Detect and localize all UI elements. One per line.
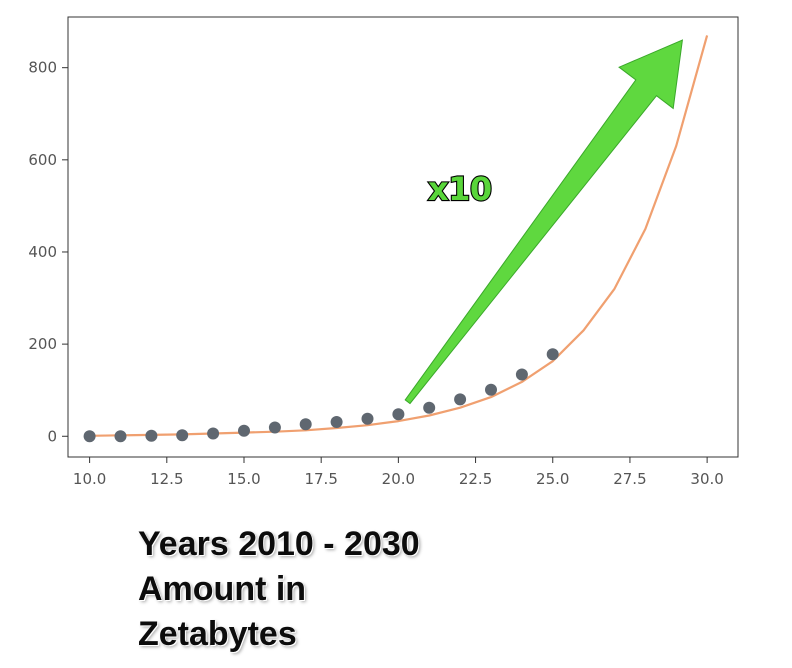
data-point <box>361 412 374 425</box>
series-line <box>89 35 709 437</box>
caption-line: Zetabytes <box>138 615 297 653</box>
chart: 10.0 12.5 15.0 17.5 20.0 22.5 25.0 27.5 30.0 0 20… <box>28 16 739 488</box>
x-tick-label: 17.5 <box>304 470 337 488</box>
data-point <box>546 348 559 361</box>
caption-line: Years 2010 - 2030 <box>138 525 420 563</box>
y-tick-label: 200 <box>28 335 57 353</box>
y-axis: 0 200 400 600 800 <box>28 59 68 445</box>
y-tick-label: 0 <box>47 427 57 445</box>
data-point <box>485 383 497 396</box>
data-point <box>207 427 220 440</box>
x-tick-label: 12.5 <box>150 470 183 488</box>
x-tick-label: 25.0 <box>536 470 569 488</box>
y-tick-label: 400 <box>28 243 57 261</box>
data-point <box>454 393 467 406</box>
data-point <box>515 368 528 381</box>
annotation: x10 <box>404 39 684 405</box>
data-point <box>114 430 127 443</box>
data-point <box>392 408 405 421</box>
x-tick-label: 22.5 <box>459 470 492 488</box>
data-point <box>423 401 436 414</box>
caption: Years 2010 - 2030 Amount in Zetabytes <box>138 522 420 657</box>
y-tick-label: 600 <box>28 151 57 169</box>
annotation-label: x10 <box>428 170 492 208</box>
data-point <box>330 416 343 428</box>
x-axis: 10.0 12.5 15.0 17.5 20.0 22.5 25.0 27.5 30.0 <box>73 457 724 488</box>
data-point <box>268 421 281 434</box>
x-tick-label: 15.0 <box>227 470 260 488</box>
data-point <box>176 429 189 442</box>
y-tick-label: 800 <box>28 59 57 77</box>
x-tick-label: 10.0 <box>73 470 106 488</box>
plot-area <box>83 35 709 443</box>
data-point <box>83 430 96 443</box>
caption-line: Amount in <box>138 570 307 608</box>
arrow-icon <box>404 39 684 405</box>
data-point <box>145 429 158 442</box>
x-tick-label: 20.0 <box>382 470 415 488</box>
x-tick-label: 27.5 <box>613 470 646 488</box>
x-tick-label: 30.0 <box>690 470 723 488</box>
data-point <box>299 418 312 431</box>
axes-frame <box>67 16 739 458</box>
data-point <box>238 424 250 437</box>
